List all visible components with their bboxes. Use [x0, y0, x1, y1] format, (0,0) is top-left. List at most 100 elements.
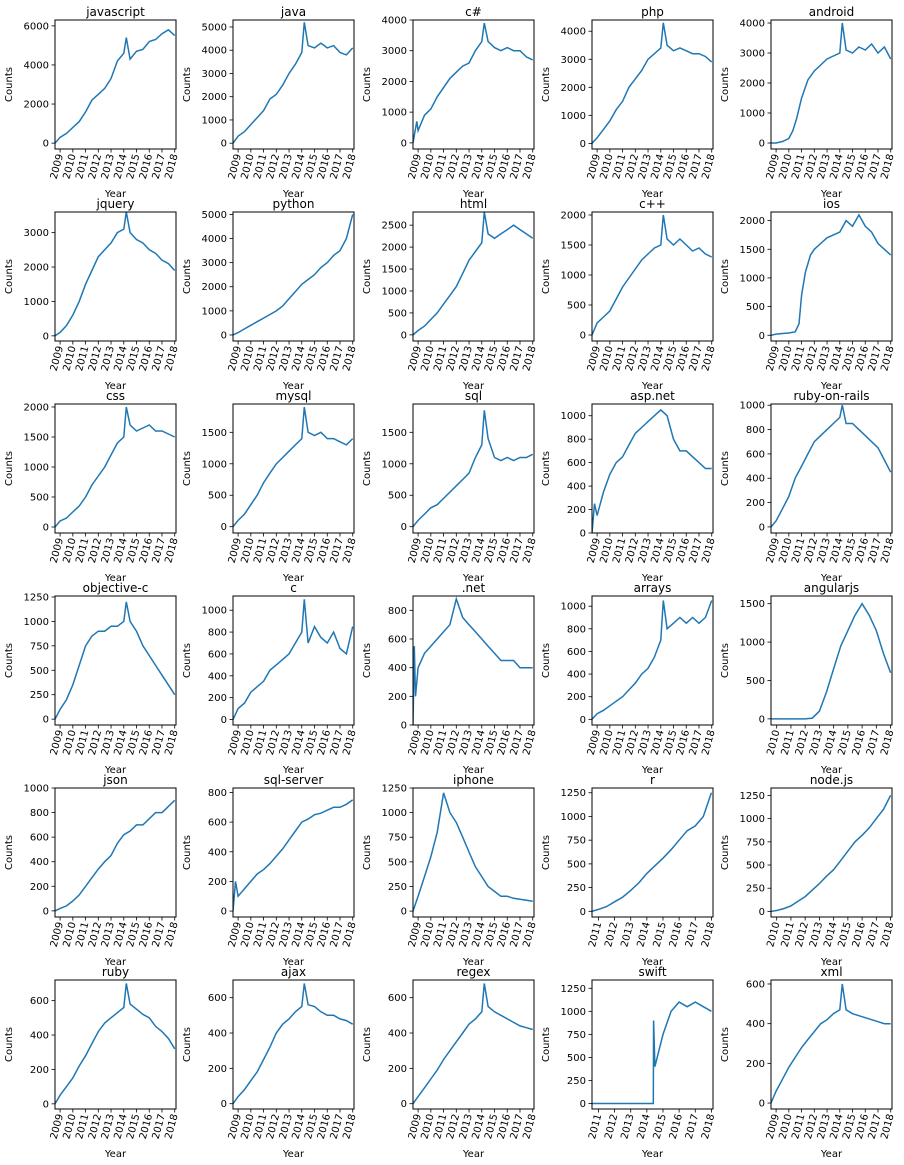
y-axis-label: Counts — [720, 643, 731, 678]
y-tick-label: 200 — [30, 1065, 49, 1076]
series-line — [233, 599, 354, 720]
y-tick-label: 600 — [30, 996, 49, 1007]
x-tick-label: 2011 — [587, 1113, 604, 1140]
y-tick-label: 2000 — [561, 83, 586, 94]
plot-frame — [232, 595, 355, 726]
y-tick-label: 600 — [567, 647, 586, 658]
subplot-r: r025050075010001250201120122013201420152… — [541, 773, 717, 968]
y-tick-label: 2000 — [24, 403, 49, 414]
y-tick-label: 500 — [746, 861, 765, 872]
series-line — [592, 408, 712, 533]
y-tick-label: 600 — [388, 993, 407, 1004]
x-tick-label: 2017 — [684, 921, 701, 948]
x-axis-label: Year — [462, 1149, 485, 1160]
series-line — [592, 1001, 712, 1105]
y-tick-label: 750 — [388, 833, 407, 844]
y-tick-label: 1000 — [740, 401, 765, 412]
y-axis-label: Counts — [4, 835, 15, 870]
subplot-title: .net — [462, 581, 486, 595]
plot-frame — [591, 211, 714, 342]
y-tick-label: 1000 — [561, 271, 586, 282]
series-line — [55, 983, 176, 1105]
y-tick-label: 2000 — [740, 216, 765, 227]
series-line — [233, 406, 354, 528]
y-tick-label: 0 — [401, 522, 407, 533]
y-tick-label: 200 — [388, 692, 407, 703]
x-axis-label: Year — [641, 189, 664, 200]
y-axis-label: Counts — [362, 259, 373, 294]
y-tick-label: 250 — [567, 1076, 586, 1087]
x-tick-label: 2013 — [619, 1113, 636, 1140]
y-tick-label: 500 — [567, 301, 586, 312]
y-tick-label: 4000 — [202, 46, 227, 57]
x-tick-label: 2013 — [619, 921, 636, 948]
y-tick-label: 750 — [746, 837, 765, 848]
subplot-title: java — [280, 5, 306, 19]
y-axis-label: Counts — [362, 643, 373, 678]
subplot-ajax: ajax020040060020092010201120122013201420… — [182, 965, 359, 1160]
y-tick-label: 800 — [567, 435, 586, 446]
x-axis-label: Year — [104, 765, 127, 776]
x-axis-label: Year — [462, 957, 485, 968]
y-tick-label: 1000 — [740, 814, 765, 825]
y-axis-label: Counts — [541, 259, 552, 294]
y-tick-label: 1000 — [561, 1007, 586, 1018]
plot-frame — [54, 787, 177, 918]
subplot-sql-server: sql-server020040060080020092010201120122… — [182, 773, 359, 968]
subplot-title: asp.net — [630, 389, 675, 403]
y-tick-label: 500 — [208, 491, 227, 502]
x-axis-label: Year — [104, 189, 127, 200]
x-tick-label: 2014 — [636, 1113, 653, 1140]
y-tick-label: 0 — [759, 1099, 765, 1110]
y-tick-label: 0 — [401, 721, 407, 732]
y-tick-label: 1000 — [561, 411, 586, 422]
y-tick-label: 600 — [208, 818, 227, 829]
y-tick-label: 600 — [746, 979, 765, 990]
y-tick-label: 1000 — [202, 459, 227, 470]
series-line — [592, 600, 713, 720]
y-tick-label: 0 — [580, 1099, 586, 1110]
plot-frame — [232, 787, 355, 918]
x-tick-label: 2017 — [684, 1113, 701, 1140]
y-tick-label: 1000 — [561, 812, 586, 823]
subplot-iphone: iphone0250500750100012502009201020112012… — [362, 773, 539, 968]
series-line — [771, 602, 892, 720]
y-tick-label: 400 — [208, 1029, 227, 1040]
y-tick-label: 0 — [43, 715, 49, 726]
y-tick-label: 500 — [746, 302, 765, 313]
y-tick-label: 200 — [567, 692, 586, 703]
x-axis-label: Year — [462, 765, 485, 776]
y-tick-label: 0 — [221, 1099, 227, 1110]
series-line — [771, 213, 892, 337]
x-axis-label: Year — [820, 765, 843, 776]
y-axis-label: Counts — [720, 67, 731, 102]
y-tick-label: 2000 — [382, 77, 407, 88]
series-line — [233, 799, 354, 912]
y-tick-label: 1000 — [740, 638, 765, 649]
y-tick-label: 200 — [388, 1064, 407, 1075]
subplot-php: php0100020003000400020092010201120122013… — [541, 5, 718, 200]
plot-frame — [54, 979, 177, 1110]
x-tick-label: 2018 — [700, 921, 717, 948]
y-tick-label: 2000 — [24, 100, 49, 111]
y-tick-label: 4000 — [561, 27, 586, 38]
subplot-mysql: mysql05001000150020092010201120122013201… — [182, 389, 359, 584]
plot-frame — [54, 595, 177, 726]
y-tick-label: 1500 — [382, 428, 407, 439]
x-axis-label: Year — [462, 381, 485, 392]
y-tick-label: 200 — [567, 505, 586, 516]
plot-frame — [770, 19, 893, 150]
subplot-title: xml — [820, 965, 842, 979]
plot-frame — [54, 211, 177, 342]
y-axis-label: Counts — [182, 67, 193, 102]
y-axis-label: Counts — [541, 835, 552, 870]
x-tick-label: 2016 — [668, 921, 685, 948]
y-tick-label: 2000 — [202, 282, 227, 293]
series-line — [413, 596, 533, 725]
subplot-swift: swift02505007501000125020112012201320142… — [541, 965, 717, 1160]
x-axis-label: Year — [820, 189, 843, 200]
series-line — [55, 212, 176, 337]
y-tick-label: 400 — [567, 482, 586, 493]
series-line — [413, 212, 534, 336]
y-tick-label: 500 — [567, 1053, 586, 1064]
